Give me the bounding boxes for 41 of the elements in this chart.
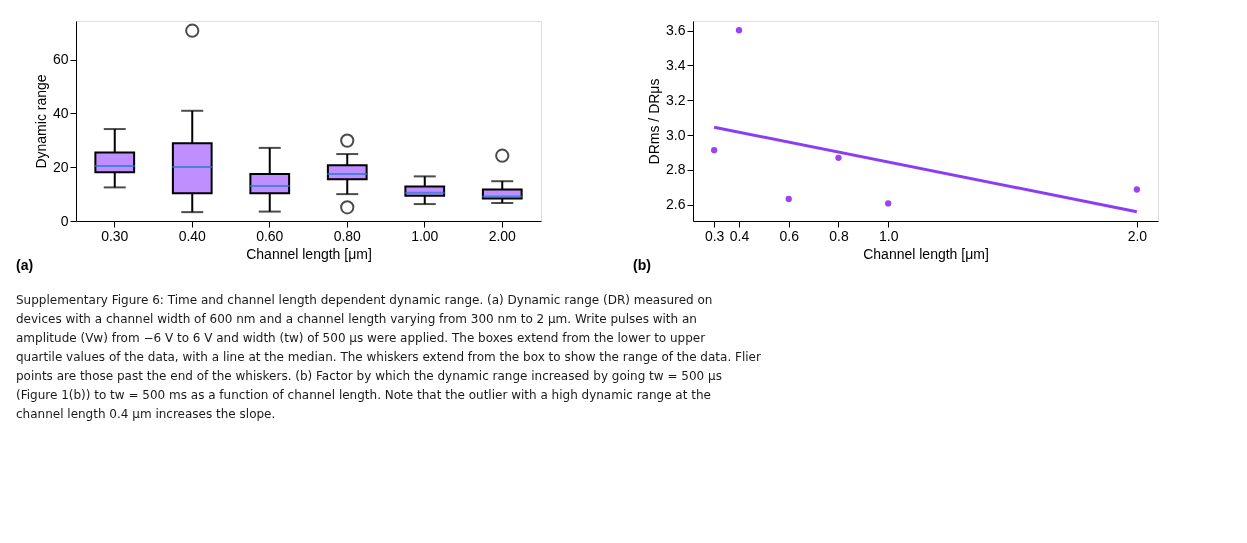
- point: [885, 200, 892, 207]
- x-tick-label: 0.60: [256, 227, 284, 244]
- text: devices with a channel width of 600 nm and a channel length varying from 300 nm to 2 μm. Write pulses with an: [16, 311, 697, 326]
- x-tick-label: 1.00: [411, 227, 439, 244]
- x-tick-label: 0.80: [333, 227, 362, 244]
- y-tick-label: 2.6: [666, 196, 686, 213]
- x-tick-label: 2.0: [1127, 227, 1148, 244]
- x-tick-label: 0.4: [729, 227, 750, 244]
- point: [785, 195, 792, 203]
- x-tick-label: 1.0: [878, 227, 899, 244]
- text: Supplementary Figure 6: Time and channel length dependent dynamic range. (a) Dynamic range (DR) measured on: [16, 292, 713, 307]
- y-tick-label: 60: [52, 51, 69, 68]
- y-tick-label: 2.8: [666, 161, 686, 178]
- x-axis-title: Channel length [μm]: [863, 245, 989, 262]
- y-tick-label: 3.4: [666, 56, 686, 73]
- y-tick-label: 0: [60, 212, 69, 229]
- x-tick-label: 0.40: [178, 227, 207, 244]
- y-tick-label: 3.0: [666, 126, 686, 143]
- point: [1133, 186, 1141, 193]
- y-tick-label: 20: [52, 158, 69, 175]
- text: points are those past the end of the whiskers. (b) Factor by which the dynamic range increased by going tw = 500 μs: [16, 368, 722, 383]
- x-tick-label: 2.00: [488, 227, 517, 244]
- text: (a): [16, 257, 34, 273]
- y-axis-title: Dynamic range: [32, 74, 49, 169]
- x-tick-label: 0.6: [779, 227, 800, 244]
- point: [735, 27, 743, 34]
- x-tick-label: 0.30: [101, 227, 129, 244]
- x-tick-label: 0.8: [829, 227, 849, 244]
- text: (b): [633, 257, 651, 273]
- y-tick-label: 40: [52, 104, 69, 121]
- y-tick-label: 3.6: [666, 22, 686, 39]
- x-tick-label: 0.3: [704, 227, 725, 244]
- text: (Figure 1(b)) to tw = 500 ms as a function of channel length. Note that the outlier with a high dynamic range at the: [16, 387, 711, 402]
- text: amplitude (Vw) from −6 V to 6 V and width (tw) of 500 μs were applied. The boxes extend from the lower to upper: [16, 330, 706, 345]
- text: quartile values of the data, with a line at the median. The whiskers extend from the box to show the range of the data. Flier: [16, 349, 761, 364]
- y-tick-label: 3.2: [666, 91, 686, 108]
- y-axis-title: DRms / DRμs: [646, 78, 663, 165]
- point: [835, 154, 842, 161]
- x-axis-title: Channel length [μm]: [246, 245, 372, 262]
- text: channel length 0.4 μm increases the slope.: [16, 406, 276, 421]
- point: [710, 147, 718, 154]
